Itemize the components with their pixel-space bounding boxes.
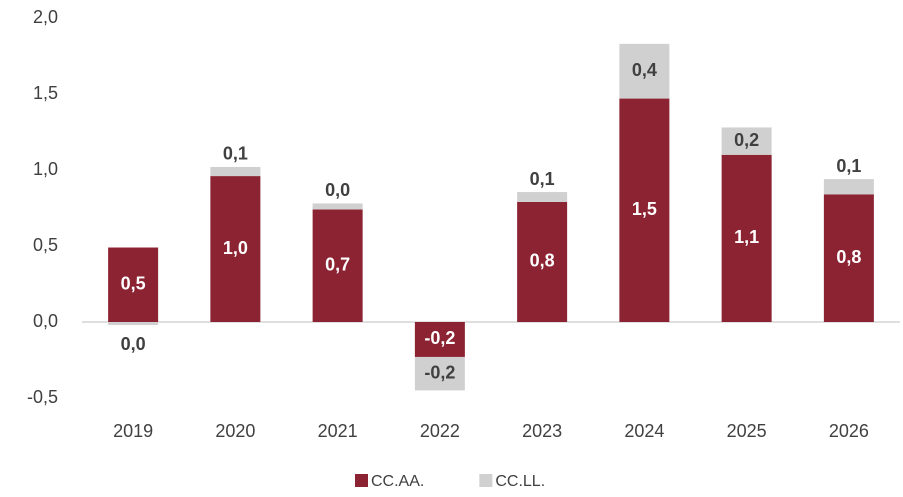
bar-segment: [414, 356, 465, 391]
bar-segment: [210, 166, 261, 177]
x-tick-label: 2023: [522, 421, 562, 441]
value-label: -0,2: [424, 362, 455, 382]
x-tick-label: 2021: [318, 421, 358, 441]
value-label: 0,1: [836, 156, 861, 176]
bar-segment: [517, 201, 568, 322]
legend-label: CC.AA.: [371, 473, 424, 490]
value-label: 0,1: [530, 169, 555, 189]
value-label: 0,2: [734, 130, 759, 150]
bar-segment: [312, 203, 363, 210]
bar-segment: [108, 247, 159, 322]
bar-segment: [823, 179, 874, 195]
value-label: 0,7: [325, 255, 350, 275]
value-label: 0,0: [325, 180, 350, 200]
bar-segment: [312, 209, 363, 322]
y-tick-label: -0,5: [27, 387, 58, 407]
bar-segment: [619, 98, 670, 322]
x-tick-label: 2024: [624, 421, 664, 441]
legend-label: CC.LL.: [495, 473, 545, 490]
legend-swatch: [355, 474, 368, 487]
bar-segment: [517, 192, 568, 202]
bar-segment: [210, 176, 261, 322]
value-label: 1,1: [734, 227, 759, 247]
y-tick-label: 0,5: [33, 235, 58, 255]
value-label: 1,0: [223, 238, 248, 258]
value-label: 0,8: [530, 251, 555, 271]
bar-segment: [823, 194, 874, 322]
bar-segment: [108, 322, 159, 326]
legend-swatch: [479, 474, 493, 487]
bar-segment: [619, 43, 670, 99]
x-tick-label: 2022: [420, 421, 460, 441]
x-tick-label: 2025: [727, 421, 767, 441]
bar-segment: [721, 154, 772, 322]
y-tick-label: 2,0: [33, 7, 58, 27]
x-tick-label: 2020: [215, 421, 255, 441]
y-tick-label: 1,5: [33, 83, 58, 103]
x-tick-label: 2019: [113, 421, 153, 441]
value-label: -0,2: [424, 328, 455, 348]
value-label: 0,1: [223, 144, 248, 164]
value-label: 0,4: [632, 60, 657, 80]
x-tick-label: 2026: [829, 421, 869, 441]
bar-segment: [414, 322, 465, 357]
value-label: 1,5: [632, 199, 657, 219]
value-label: 0,8: [836, 247, 861, 267]
value-label: 0,0: [121, 334, 146, 354]
bar-segment: [721, 127, 772, 155]
value-label: 0,5: [121, 274, 146, 294]
y-tick-label: 0,0: [33, 311, 58, 331]
y-tick-label: 1,0: [33, 159, 58, 179]
